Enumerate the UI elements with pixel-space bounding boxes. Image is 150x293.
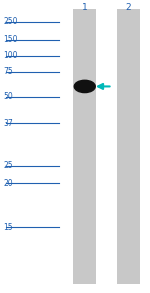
Text: 50: 50 [3,92,13,101]
FancyBboxPatch shape [73,9,96,284]
Text: 100: 100 [3,51,18,60]
Text: 20: 20 [3,179,13,188]
Ellipse shape [74,80,95,93]
Text: 2: 2 [125,3,131,12]
Text: 75: 75 [3,67,13,76]
Text: 25: 25 [3,161,13,170]
Text: 1: 1 [82,3,88,12]
Text: 150: 150 [3,35,18,44]
Text: 15: 15 [3,223,13,231]
FancyBboxPatch shape [117,9,140,284]
Text: 250: 250 [3,18,18,26]
Text: 37: 37 [3,119,13,127]
